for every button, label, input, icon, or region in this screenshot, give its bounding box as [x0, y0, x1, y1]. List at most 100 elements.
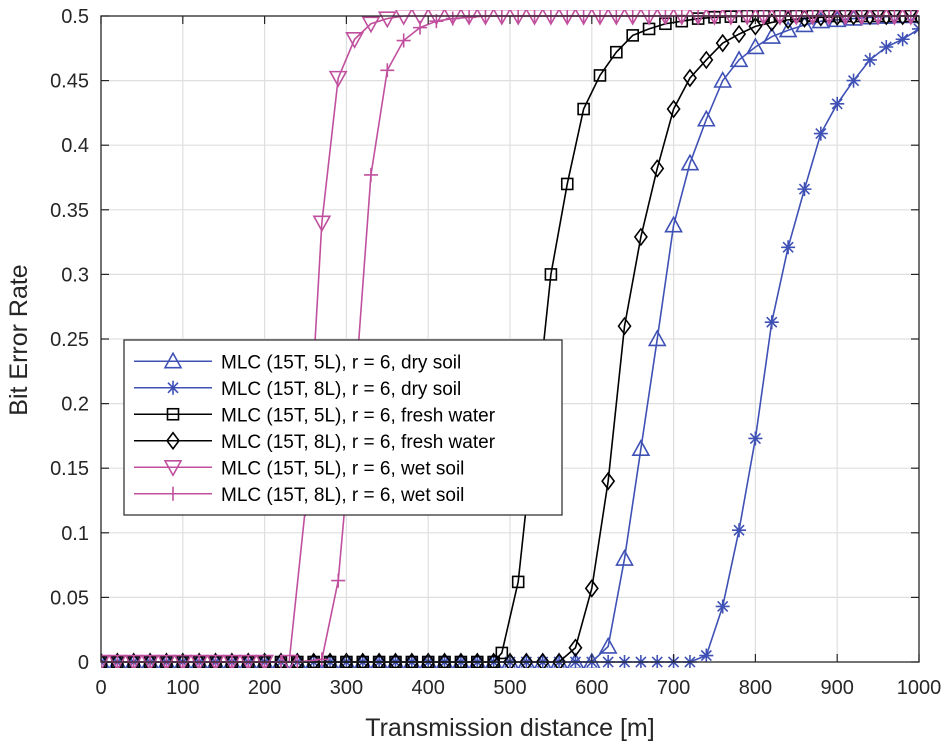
data-point: [729, 50, 749, 68]
data-point: [830, 96, 845, 111]
data-point: [746, 37, 765, 55]
data-point: [647, 329, 667, 347]
y-tick-label: 0.2: [61, 394, 89, 416]
legend-item: MLC (15T, 5L), r = 6, fresh water: [134, 405, 496, 426]
data-point: [377, 11, 397, 29]
data-point: [895, 32, 910, 47]
data-point: [862, 10, 877, 26]
data-point: [453, 652, 468, 668]
data-point: [101, 652, 108, 668]
x-tick-label: 500: [493, 677, 526, 699]
grid: [101, 16, 919, 662]
y-tick-label: 0.5: [61, 6, 89, 28]
data-point: [462, 10, 477, 25]
data-point: [795, 15, 814, 33]
data-point: [699, 648, 714, 663]
x-axis-title: Transmission distance [m]: [365, 714, 654, 742]
data-point: [413, 20, 428, 35]
legend-box: [123, 339, 563, 516]
data-point: [257, 652, 272, 668]
legend-label: MLC (15T, 5L), r = 6, fresh water: [221, 405, 496, 426]
data-point: [544, 268, 558, 281]
data-point: [314, 652, 329, 667]
data-point: [372, 652, 387, 668]
data-point: [713, 70, 733, 88]
x-tick-label: 0: [95, 677, 106, 699]
data-point: [339, 652, 354, 668]
data-point: [159, 652, 174, 668]
data-point: [666, 99, 681, 119]
data-point: [363, 167, 378, 182]
data-point: [486, 652, 501, 668]
data-point: [846, 10, 861, 26]
data-point: [535, 652, 550, 668]
data-point: [764, 13, 779, 32]
data-point: [273, 652, 288, 668]
y-tick-label: 0.35: [50, 200, 89, 222]
data-point: [615, 548, 634, 566]
data-point: [610, 45, 623, 59]
legend-marker: [163, 351, 183, 369]
data-point: [411, 10, 429, 26]
data-point: [696, 109, 716, 127]
x-tick-label: 1000: [897, 677, 942, 699]
legend-item: MLC (15T, 8L), r = 6, dry soil: [134, 379, 461, 400]
data-point: [797, 182, 812, 197]
data-point: [394, 10, 413, 26]
legend-label: MLC (15T, 8L), r = 6, wet soil: [221, 485, 464, 506]
x-tick-label: 300: [330, 677, 363, 699]
data-point: [126, 652, 141, 668]
data-point: [682, 68, 697, 88]
data-point: [290, 652, 305, 668]
data-point: [699, 50, 714, 70]
data-point: [601, 471, 616, 491]
x-tick-label: 400: [412, 677, 445, 699]
data-point: [748, 17, 763, 36]
data-point: [421, 652, 436, 668]
data-point: [664, 215, 683, 233]
data-point: [732, 523, 747, 538]
data-point: [437, 652, 452, 668]
y-tick-label: 0.45: [50, 71, 89, 93]
data-point: [470, 652, 485, 668]
data-point: [830, 10, 845, 26]
data-point: [208, 652, 223, 668]
data-point: [495, 646, 509, 660]
legend-marker: [166, 431, 180, 451]
x-tick-label: 800: [739, 677, 772, 699]
data-point: [762, 27, 782, 44]
x-tick-label: 600: [575, 677, 608, 699]
data-point: [778, 20, 798, 38]
legend-marker: [166, 407, 180, 421]
data-point: [312, 215, 332, 233]
data-point: [598, 636, 618, 654]
data-point: [748, 431, 763, 446]
data-point: [633, 227, 648, 247]
data-point: [427, 10, 446, 26]
y-tick-label: 0.25: [50, 329, 89, 351]
data-point: [846, 73, 861, 88]
data-point: [355, 652, 370, 668]
legend-item: MLC (15T, 8L), r = 6, wet soil: [134, 485, 464, 506]
data-point: [560, 177, 574, 191]
data-point: [626, 29, 640, 42]
data-point: [224, 652, 239, 668]
y-tick-label: 0.05: [50, 587, 89, 609]
data-point: [444, 10, 462, 26]
y-tick-label: 0.3: [61, 264, 89, 286]
data-point: [732, 24, 747, 44]
data-point: [445, 11, 460, 26]
y-tick-label: 0.15: [50, 458, 89, 480]
legend-marker: [163, 460, 183, 477]
data-point: [650, 159, 665, 178]
x-tick-label: 900: [821, 677, 854, 699]
data-point: [143, 652, 158, 668]
legend-label: MLC (15T, 5L), r = 6, wet soil: [221, 458, 464, 479]
legend-label: MLC (15T, 8L), r = 6, dry soil: [221, 379, 461, 400]
data-point: [577, 102, 590, 116]
data-point: [813, 10, 828, 27]
data-point: [396, 33, 411, 48]
data-point: [241, 652, 256, 668]
data-point: [680, 153, 700, 171]
